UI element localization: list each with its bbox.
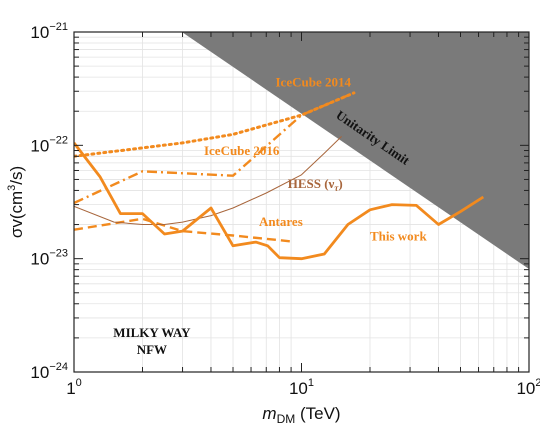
annotation-milkyway: MILKY WAY [113, 325, 191, 340]
annotation-hess: HESS (ντ) [288, 176, 343, 193]
y-tick-label: 10−21 [30, 21, 68, 42]
unitarity-region [181, 32, 529, 270]
x-tick-label: 101 [289, 377, 314, 398]
series-line-this-work [74, 142, 485, 261]
axes: 10 101 102 10−24 10−23 10−22 10−21 mDM (TeV) σv(… [6, 21, 540, 426]
series-line-icecube-2016 [74, 91, 355, 205]
y-tick-label: 10−22 [30, 134, 68, 155]
annotation-thiswork: This work [370, 228, 427, 243]
annotation-icecube2014: IceCube 2014 [276, 75, 352, 90]
annotation-icecube2016: IceCube 2016 [204, 143, 280, 158]
x-axis-label: mDM (TeV) [262, 404, 340, 426]
unitarity-limit-region [181, 32, 529, 270]
y-tick-label: 10−23 [30, 248, 68, 269]
y-axis-label: σv(cm3/s) [6, 166, 26, 238]
x-tick-label: 102 [516, 377, 540, 398]
y-tick-label: 10−24 [30, 361, 68, 382]
annotation-antares: Antares [259, 214, 303, 229]
annotation-nfw: NFW [137, 342, 167, 357]
series-line-hess [74, 136, 342, 225]
x-tick-label: 10 [66, 377, 82, 398]
series-lines [74, 91, 485, 261]
